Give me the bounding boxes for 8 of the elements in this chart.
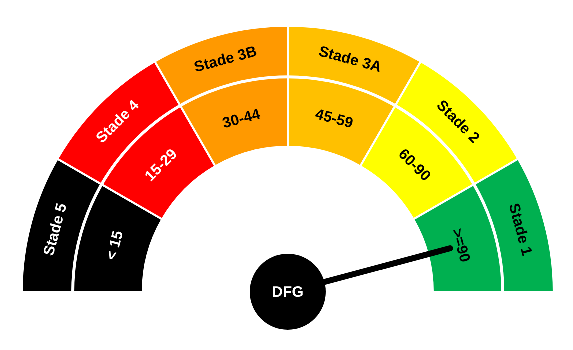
data-label: < 15 (103, 229, 128, 262)
data-label: 30-44 (220, 106, 264, 132)
data-label: >=90 (448, 226, 474, 264)
data-label: 45-59 (314, 106, 356, 132)
slice-label: Stade 3B (192, 43, 260, 76)
slice-label: Stade 1 (505, 202, 536, 258)
slice-label: Stade 3A (317, 43, 384, 76)
slice-label: Stade 5 (40, 202, 71, 258)
